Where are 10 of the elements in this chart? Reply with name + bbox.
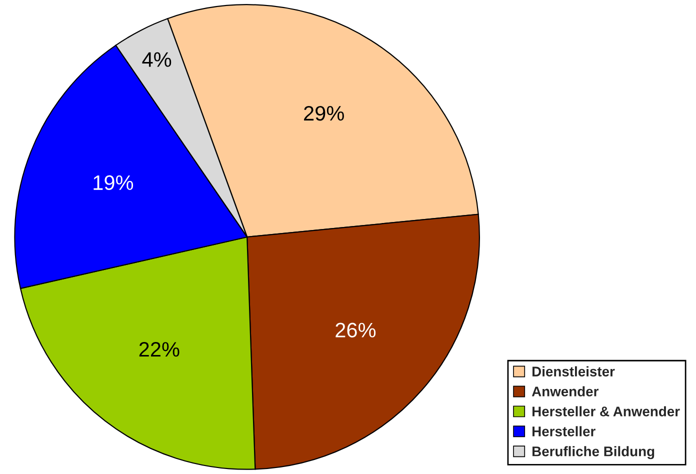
data-label: 22% [139,342,180,357]
data-label: 26% [336,322,376,338]
data-label: 29% [304,106,344,121]
data-label: 4% [142,52,172,67]
legend-label: Hersteller [532,426,596,436]
data-label: 19% [94,175,134,190]
legend-label: Dienstleister [532,366,615,376]
legend-label: Hersteller & Anwender [532,406,680,416]
legend-label: Anwender [532,386,599,396]
legend-label: Berufliche Bildung [532,446,654,460]
